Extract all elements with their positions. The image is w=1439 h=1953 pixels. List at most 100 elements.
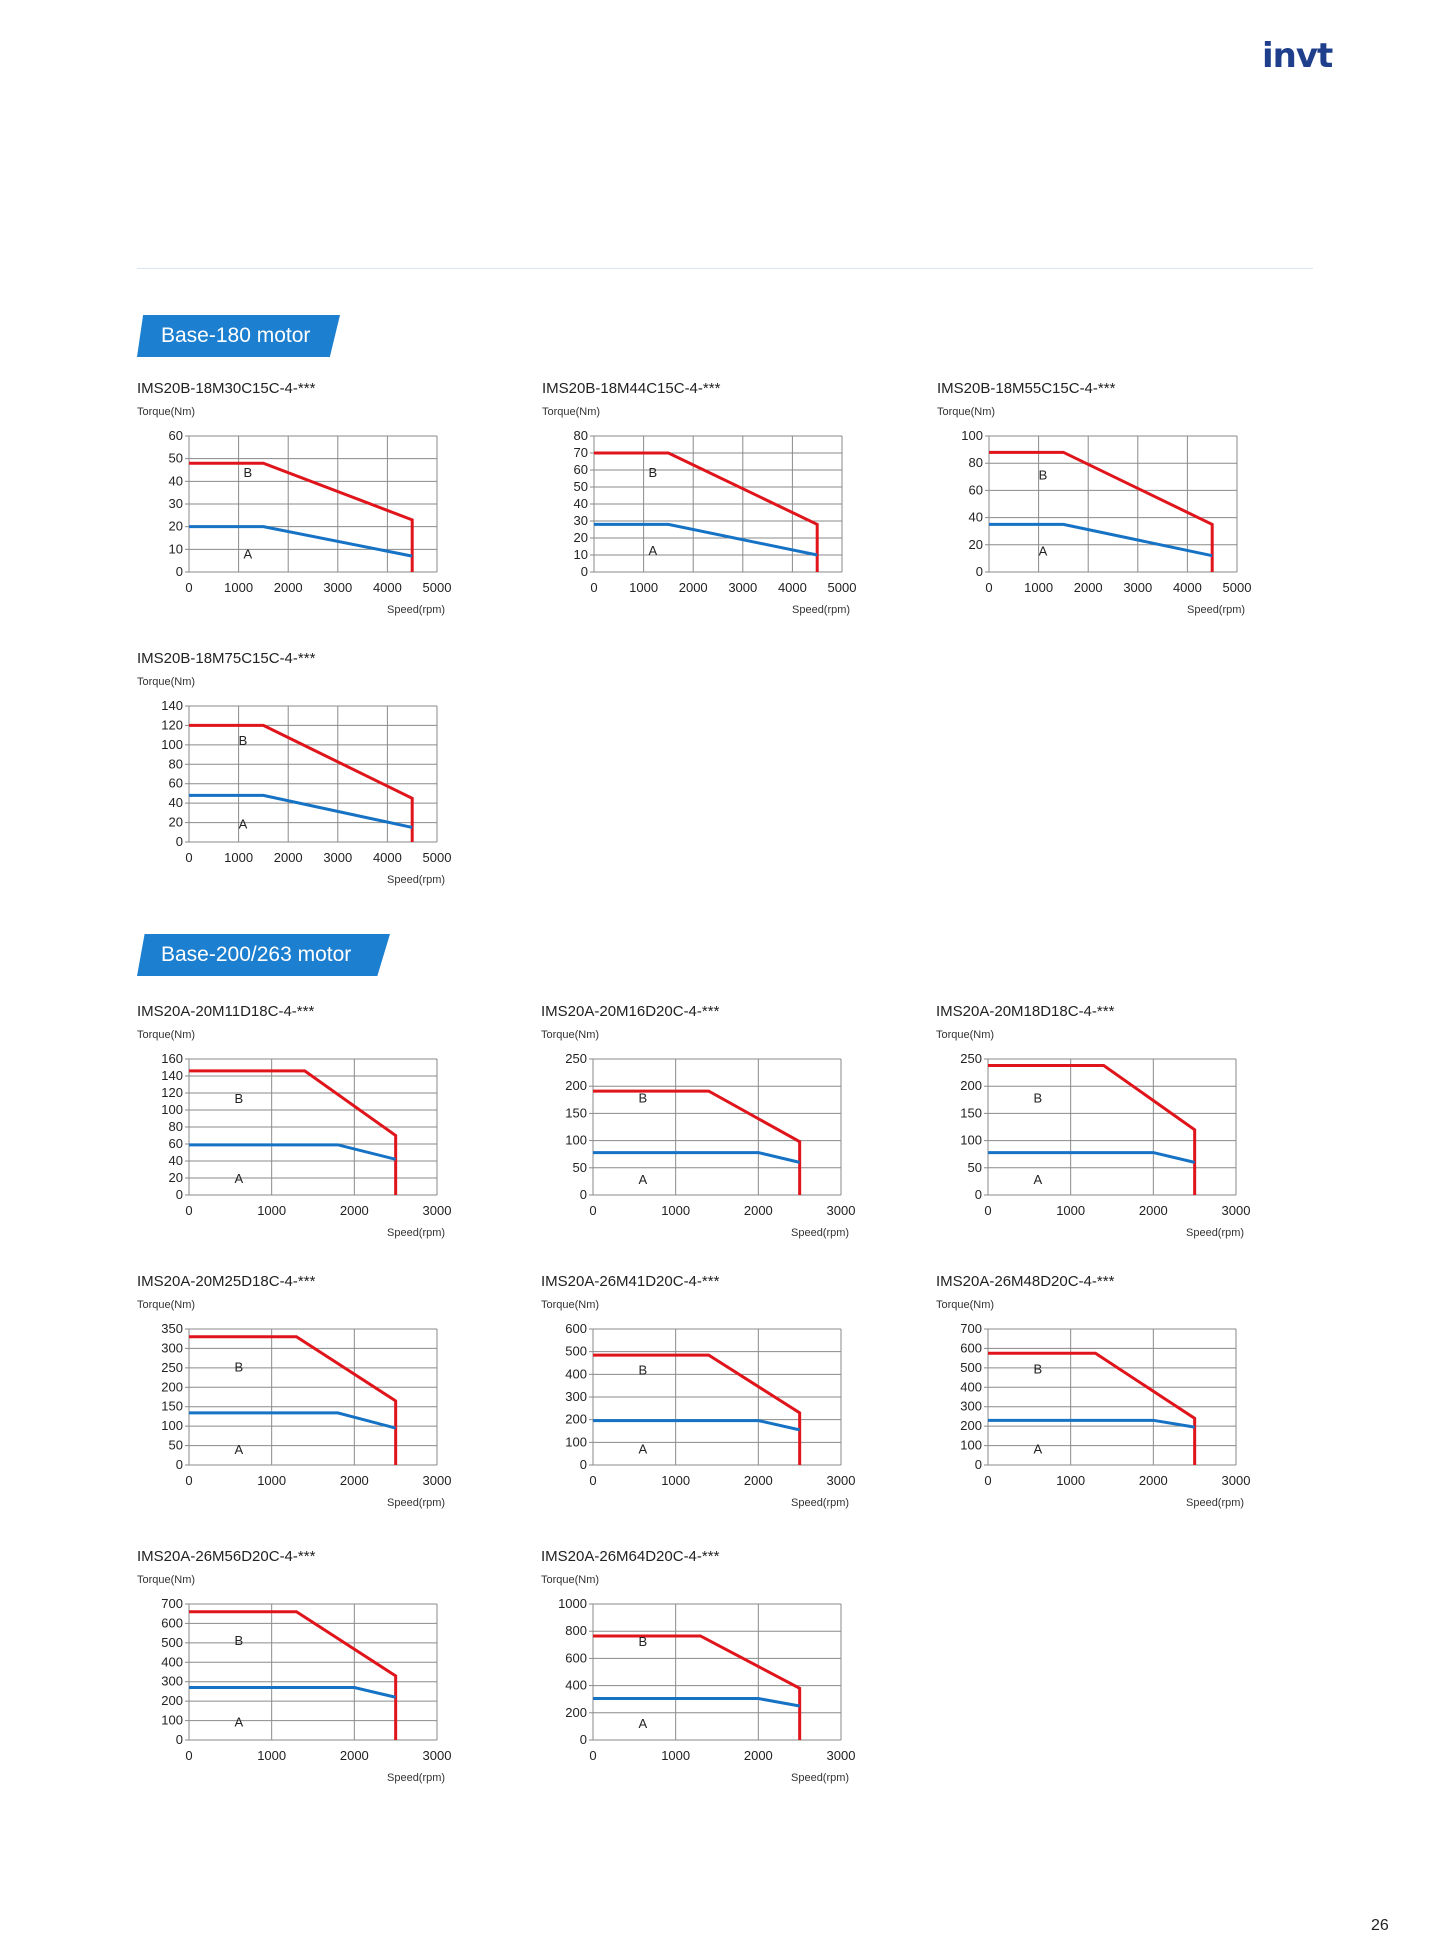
region-label-b: B bbox=[1039, 468, 1048, 483]
y-axis-label: Torque(Nm) bbox=[137, 1299, 196, 1311]
x-tick-label: 1000 bbox=[224, 580, 253, 595]
chart-plot: 0 100 200 300 400 500 600 700 0 1000 2000 3000 B A bbox=[161, 1596, 451, 1763]
x-tick-label: 4000 bbox=[373, 850, 402, 865]
region-label-a: A bbox=[1033, 1441, 1042, 1456]
x-tick-label: 2000 bbox=[1139, 1203, 1168, 1218]
region-label-a: A bbox=[649, 543, 658, 558]
x-tick-label: 3000 bbox=[423, 1473, 452, 1488]
torque-chart: IMS20A-26M64D20C-4-*** Torque(Nm) Speed(rp… bbox=[541, 1548, 901, 1800]
x-tick-label: 2000 bbox=[744, 1748, 773, 1763]
curve-b bbox=[189, 1069, 398, 1195]
y-tick-label: 600 bbox=[565, 1650, 587, 1665]
chart-title: IMS20B-18M44C15C-4-*** bbox=[542, 380, 721, 397]
y-tick-label: 600 bbox=[960, 1340, 982, 1355]
y-tick-label: 0 bbox=[976, 564, 983, 579]
y-tick-label: 250 bbox=[161, 1360, 183, 1375]
region-label-a: A bbox=[234, 1171, 243, 1186]
x-axis-label: Speed(rpm) bbox=[387, 1772, 446, 1784]
x-tick-label: 2000 bbox=[274, 850, 303, 865]
chart-plot: 0 10 20 30 40 50 60 0 1000 2000 3000 4000 5000 B A bbox=[169, 428, 452, 595]
y-tick-label: 250 bbox=[960, 1051, 982, 1066]
y-tick-label: 100 bbox=[161, 737, 183, 752]
torque-chart: IMS20A-26M41D20C-4-*** Torque(Nm) Speed(rp… bbox=[541, 1273, 901, 1525]
y-tick-label: 20 bbox=[969, 537, 983, 552]
x-tick-label: 0 bbox=[185, 1203, 192, 1218]
x-tick-label: 1000 bbox=[1056, 1203, 1085, 1218]
x-tick-label: 5000 bbox=[423, 850, 452, 865]
y-tick-label: 80 bbox=[169, 1119, 183, 1134]
region-label-b: B bbox=[234, 1360, 243, 1375]
y-tick-label: 30 bbox=[169, 496, 183, 511]
y-tick-label: 500 bbox=[565, 1344, 587, 1359]
y-axis-label: Torque(Nm) bbox=[137, 1029, 196, 1041]
chart-title: IMS20A-20M11D18C-4-*** bbox=[137, 1003, 315, 1020]
curve-a bbox=[988, 1418, 1195, 1429]
x-tick-label: 3000 bbox=[827, 1473, 856, 1488]
x-tick-label: 0 bbox=[185, 850, 192, 865]
x-tick-label: 5000 bbox=[1223, 580, 1252, 595]
curve-b bbox=[189, 461, 414, 572]
x-axis-label: Speed(rpm) bbox=[1186, 1497, 1245, 1509]
header-divider bbox=[137, 268, 1313, 269]
x-tick-label: 1000 bbox=[661, 1748, 690, 1763]
y-tick-label: 80 bbox=[169, 756, 183, 771]
chart-plot: 0 20 40 60 80 100 120 140 0 1000 2000 3000 4000 5000 B… bbox=[161, 698, 452, 865]
y-tick-label: 200 bbox=[960, 1078, 982, 1093]
chart-plot: 0 50 100 150 200 250 300 350 0 1000 2000 3000 B A bbox=[161, 1321, 452, 1488]
y-tick-label: 60 bbox=[169, 428, 183, 443]
x-tick-label: 3000 bbox=[1222, 1203, 1251, 1218]
y-tick-label: 120 bbox=[161, 717, 183, 732]
chart-plot: 0 100 200 300 400 500 600 700 0 1000 2000 3000 B A bbox=[960, 1321, 1250, 1488]
x-tick-label: 2000 bbox=[340, 1473, 369, 1488]
x-axis-label: Speed(rpm) bbox=[1187, 604, 1246, 616]
x-tick-label: 5000 bbox=[828, 580, 857, 595]
y-tick-label: 600 bbox=[161, 1615, 183, 1630]
y-tick-label: 60 bbox=[169, 1136, 183, 1151]
chart-title: IMS20A-26M56D20C-4-*** bbox=[137, 1548, 316, 1565]
x-tick-label: 0 bbox=[985, 580, 992, 595]
curve-a bbox=[189, 1411, 397, 1430]
y-tick-label: 140 bbox=[161, 1068, 183, 1083]
y-tick-label: 1000 bbox=[558, 1596, 587, 1611]
y-tick-label: 200 bbox=[565, 1705, 587, 1720]
y-tick-label: 50 bbox=[169, 451, 183, 466]
x-tick-label: 3000 bbox=[827, 1748, 856, 1763]
y-tick-label: 30 bbox=[574, 513, 588, 528]
x-tick-label: 0 bbox=[185, 580, 192, 595]
region-label-b: B bbox=[638, 1091, 647, 1106]
x-tick-label: 3000 bbox=[323, 580, 352, 595]
torque-chart: IMS20B-18M55C15C-4-*** Torque(Nm) Speed(rp… bbox=[937, 380, 1297, 632]
x-tick-label: 2000 bbox=[1074, 580, 1103, 595]
chart-title: IMS20A-20M18D18C-4-*** bbox=[936, 1003, 1115, 1020]
region-label-a: A bbox=[1039, 544, 1048, 559]
y-tick-label: 160 bbox=[161, 1051, 183, 1066]
y-tick-label: 100 bbox=[960, 1438, 982, 1453]
y-tick-label: 80 bbox=[969, 455, 983, 470]
y-tick-label: 200 bbox=[565, 1078, 587, 1093]
torque-chart: IMS20B-18M75C15C-4-*** Torque(Nm) Speed(rp… bbox=[137, 650, 497, 902]
y-tick-label: 700 bbox=[960, 1321, 982, 1336]
curve-a bbox=[988, 1151, 1196, 1164]
region-label-b: B bbox=[234, 1091, 243, 1106]
torque-chart: IMS20A-20M16D20C-4-*** Torque(Nm) Speed(rp… bbox=[541, 1003, 901, 1255]
region-label-a: A bbox=[638, 1716, 647, 1731]
y-tick-label: 0 bbox=[580, 1732, 587, 1747]
y-tick-label: 700 bbox=[161, 1596, 183, 1611]
y-axis-label: Torque(Nm) bbox=[936, 1029, 995, 1041]
x-tick-label: 0 bbox=[589, 1203, 596, 1218]
region-label-a: A bbox=[638, 1442, 647, 1457]
curve-b bbox=[593, 1353, 802, 1465]
region-label-b: B bbox=[244, 465, 253, 480]
y-tick-label: 300 bbox=[960, 1399, 982, 1414]
section-tag-base-200-263: Base-200/263 motor bbox=[137, 934, 390, 976]
curve-a bbox=[594, 522, 818, 557]
curve-a bbox=[989, 522, 1213, 558]
curve-a bbox=[593, 1697, 800, 1708]
y-tick-label: 50 bbox=[968, 1160, 982, 1175]
y-tick-label: 200 bbox=[960, 1418, 982, 1433]
torque-chart: IMS20A-20M25D18C-4-*** Torque(Nm) Speed(rp… bbox=[137, 1273, 497, 1525]
y-tick-label: 150 bbox=[565, 1105, 587, 1120]
x-axis-label: Speed(rpm) bbox=[792, 604, 851, 616]
y-axis-label: Torque(Nm) bbox=[937, 406, 996, 418]
chart-title: IMS20A-26M48D20C-4-*** bbox=[936, 1273, 1115, 1290]
